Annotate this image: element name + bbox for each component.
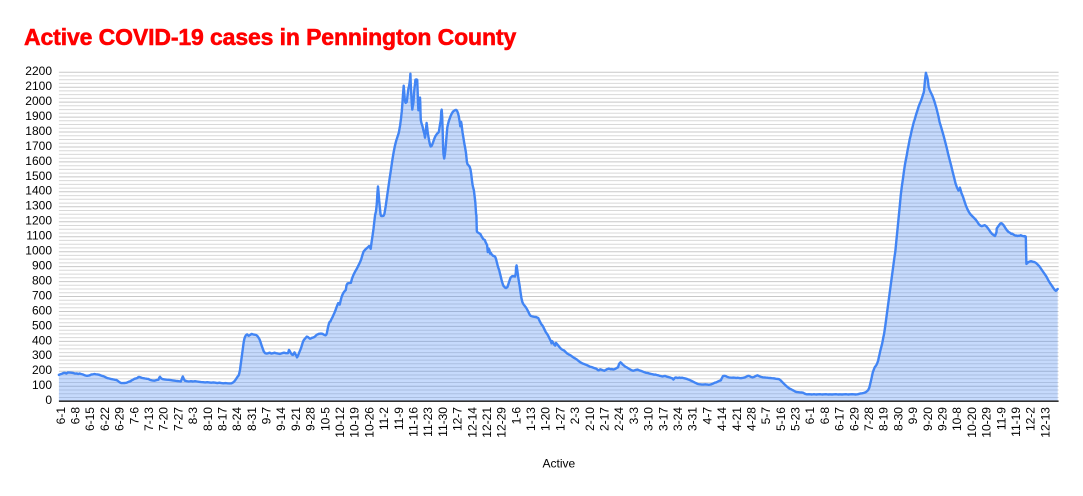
svg-text:300: 300	[32, 348, 52, 362]
svg-text:10-12: 10-12	[333, 407, 347, 438]
svg-text:5-23: 5-23	[788, 407, 802, 431]
svg-text:4-7: 4-7	[700, 407, 714, 425]
svg-text:11-9: 11-9	[392, 407, 406, 430]
svg-text:1100: 1100	[26, 229, 52, 243]
svg-text:8-10: 8-10	[201, 407, 215, 431]
svg-text:11-23: 11-23	[421, 407, 435, 437]
svg-text:2200: 2200	[25, 64, 52, 78]
svg-text:8-24: 8-24	[230, 407, 244, 431]
svg-text:2-3: 2-3	[568, 407, 582, 425]
svg-text:700: 700	[32, 288, 52, 302]
svg-text:1300: 1300	[25, 199, 52, 213]
svg-text:1600: 1600	[25, 154, 52, 168]
svg-text:1200: 1200	[25, 214, 52, 228]
svg-text:6-15: 6-15	[83, 407, 97, 431]
svg-text:3-3: 3-3	[627, 407, 641, 425]
svg-text:11-30: 11-30	[436, 407, 450, 437]
svg-text:7-13: 7-13	[142, 407, 156, 431]
svg-text:1-13: 1-13	[524, 407, 538, 431]
svg-text:2-10: 2-10	[583, 407, 597, 431]
svg-text:400: 400	[32, 333, 52, 347]
svg-text:6-22: 6-22	[98, 407, 112, 431]
svg-text:5-16: 5-16	[774, 407, 788, 431]
svg-text:200: 200	[32, 363, 52, 377]
svg-text:11-16: 11-16	[406, 407, 420, 437]
svg-text:12-29: 12-29	[495, 407, 509, 438]
svg-text:6-8: 6-8	[68, 407, 82, 425]
svg-text:7-20: 7-20	[157, 407, 171, 431]
svg-text:800: 800	[32, 274, 52, 288]
svg-text:12-21: 12-21	[480, 407, 494, 438]
svg-text:9-14: 9-14	[274, 407, 288, 431]
svg-text:3-17: 3-17	[656, 407, 670, 431]
svg-text:10-19: 10-19	[348, 407, 362, 438]
svg-text:8-17: 8-17	[215, 407, 229, 431]
svg-text:12-14: 12-14	[465, 407, 479, 438]
svg-text:7-6: 7-6	[127, 407, 141, 425]
svg-text:9-28: 9-28	[304, 407, 318, 431]
svg-text:10-29: 10-29	[980, 407, 994, 438]
svg-text:8-30: 8-30	[891, 407, 905, 431]
svg-text:12-2: 12-2	[1024, 407, 1038, 431]
svg-text:11-2: 11-2	[377, 407, 391, 430]
svg-text:1-20: 1-20	[539, 407, 553, 431]
svg-text:6-29: 6-29	[847, 407, 861, 431]
svg-text:10-8: 10-8	[950, 407, 964, 431]
svg-text:1500: 1500	[25, 169, 52, 183]
svg-text:1700: 1700	[25, 139, 52, 153]
svg-text:6-17: 6-17	[833, 407, 847, 431]
svg-text:11-19: 11-19	[1009, 407, 1023, 437]
svg-text:6-29: 6-29	[113, 407, 127, 431]
svg-text:10-5: 10-5	[318, 407, 332, 431]
svg-text:600: 600	[32, 303, 52, 317]
svg-text:0: 0	[45, 393, 52, 407]
svg-text:500: 500	[32, 318, 52, 332]
svg-text:5-7: 5-7	[759, 407, 773, 425]
svg-text:1800: 1800	[25, 124, 52, 138]
svg-text:4-14: 4-14	[715, 407, 729, 431]
svg-text:1000: 1000	[25, 244, 52, 258]
svg-text:7-28: 7-28	[862, 407, 876, 431]
svg-text:12-7: 12-7	[451, 407, 465, 431]
svg-text:10-20: 10-20	[965, 407, 979, 438]
svg-text:9-29: 9-29	[935, 407, 949, 431]
svg-text:7-27: 7-27	[171, 407, 185, 431]
svg-text:8-3: 8-3	[186, 407, 200, 425]
svg-text:12-13: 12-13	[1038, 407, 1052, 438]
svg-text:11-9: 11-9	[994, 407, 1008, 430]
svg-text:1400: 1400	[25, 184, 52, 198]
svg-text:3-24: 3-24	[671, 407, 685, 431]
svg-text:1-27: 1-27	[553, 407, 567, 431]
svg-text:3-10: 3-10	[642, 407, 656, 431]
svg-text:2-24: 2-24	[612, 407, 626, 431]
svg-text:100: 100	[32, 378, 52, 392]
svg-text:2-17: 2-17	[597, 407, 611, 431]
svg-text:1900: 1900	[25, 109, 52, 123]
svg-text:9-9: 9-9	[906, 407, 920, 425]
svg-text:8-31: 8-31	[245, 407, 259, 431]
svg-text:9-7: 9-7	[259, 407, 273, 425]
svg-text:10-26: 10-26	[362, 407, 376, 438]
svg-text:Active: Active	[543, 457, 576, 471]
svg-text:4-21: 4-21	[730, 407, 744, 431]
svg-text:6-1: 6-1	[803, 407, 817, 425]
svg-text:9-21: 9-21	[289, 407, 303, 431]
svg-text:4-28: 4-28	[744, 407, 758, 431]
svg-text:6-8: 6-8	[818, 407, 832, 425]
svg-text:9-20: 9-20	[921, 407, 935, 431]
svg-text:1-6: 1-6	[509, 407, 523, 425]
svg-text:3-31: 3-31	[686, 407, 700, 431]
svg-text:2100: 2100	[25, 79, 52, 93]
svg-text:2000: 2000	[25, 94, 52, 108]
svg-text:8-19: 8-19	[877, 407, 891, 431]
svg-text:6-1: 6-1	[54, 407, 68, 425]
svg-text:900: 900	[32, 259, 52, 273]
